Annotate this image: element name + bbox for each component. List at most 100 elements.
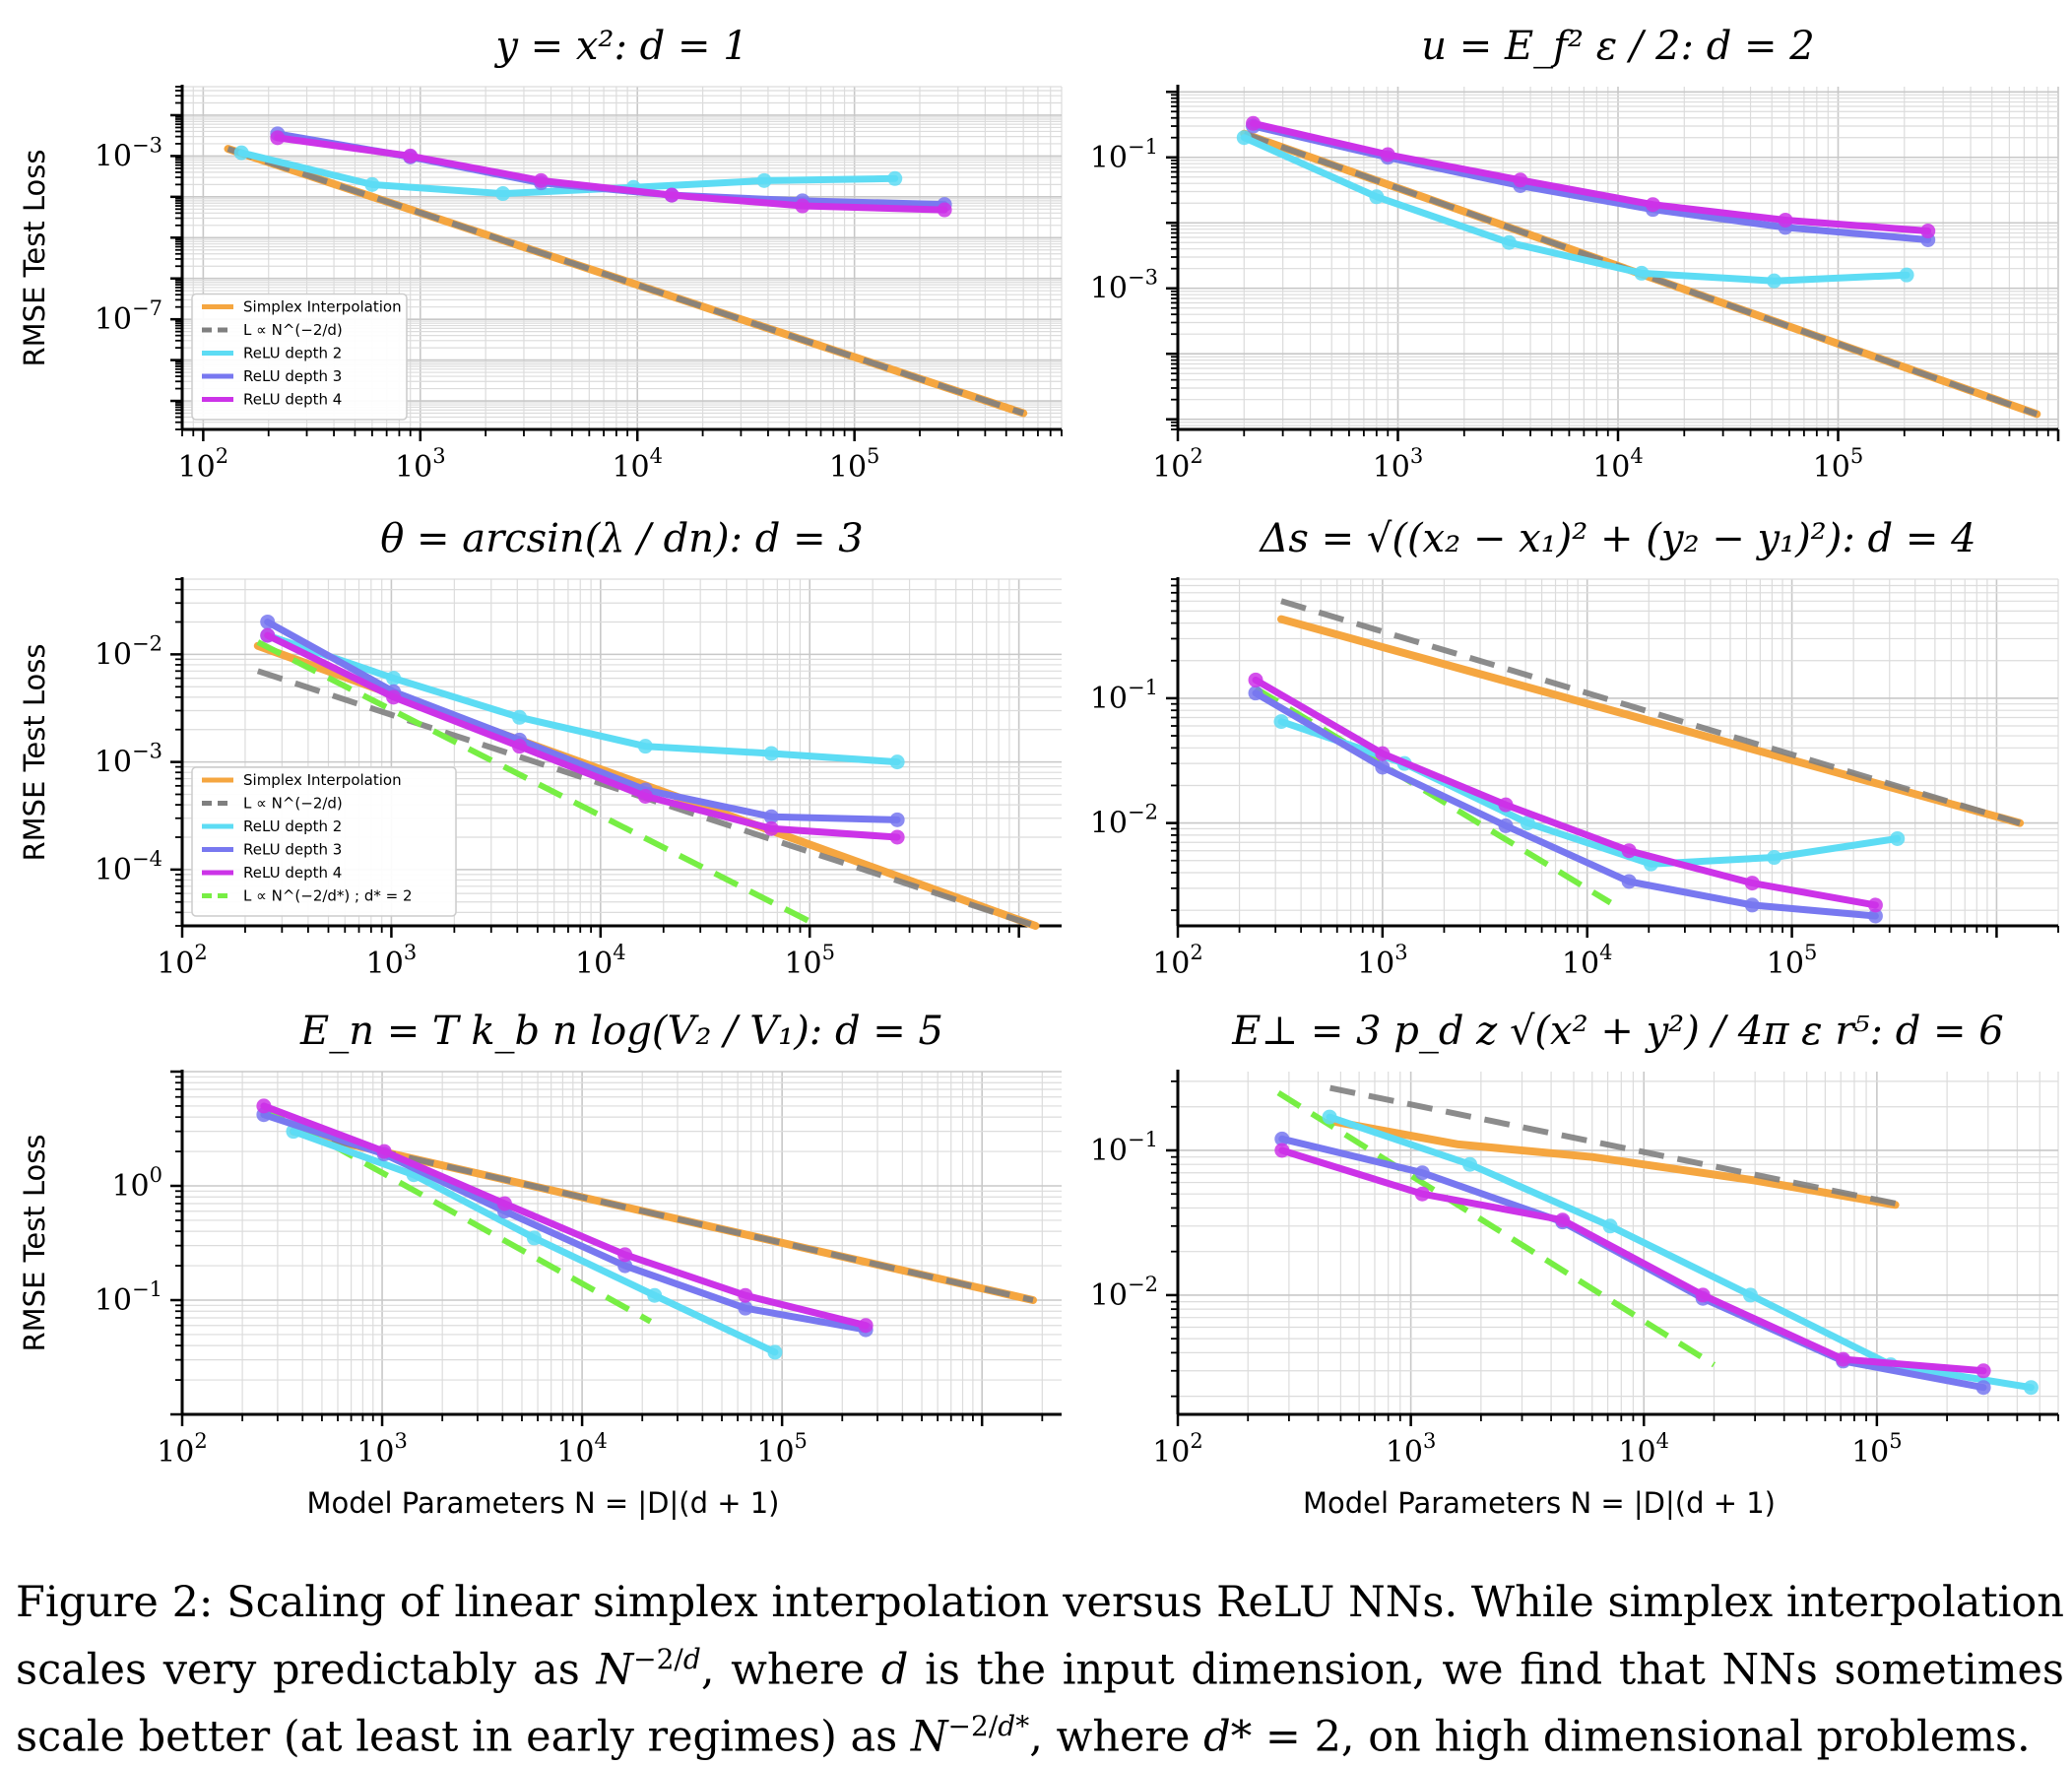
series-line-ref: [1280, 598, 2021, 826]
tick-base: 10: [1618, 1435, 1655, 1470]
tick-base: 10: [829, 450, 867, 485]
tick-base: 10: [95, 746, 132, 780]
tick-base: 10: [157, 1435, 194, 1470]
data-point-relu4: [1744, 876, 1760, 891]
data-point-relu4: [763, 820, 779, 836]
x-tick-label: 103: [1386, 1429, 1437, 1470]
y-tick-label: 10−2: [1090, 801, 1158, 841]
x-tick-label: 102: [157, 941, 208, 981]
data-point-relu4: [270, 130, 286, 146]
x-tick-label: 104: [1562, 941, 1613, 981]
legend-label: ReLU depth 2: [243, 818, 342, 835]
legend-label: ReLU depth 4: [243, 864, 342, 882]
y-tick-label: 10−1: [1090, 676, 1158, 716]
data-point-relu3: [1274, 1131, 1290, 1146]
legend-label: ReLU depth 4: [243, 391, 342, 409]
tick-exponent: −3: [1128, 266, 1158, 290]
data-point-relu3: [1621, 874, 1637, 889]
data-point-relu2: [1520, 816, 1535, 831]
y-axis-label: RMSE Test Loss: [18, 149, 51, 366]
series-line-simplex: [1277, 615, 2025, 827]
tick-exponent: 2: [194, 1429, 207, 1453]
data-point-relu3: [1375, 759, 1391, 775]
series-line-relu3: [1252, 689, 1879, 920]
tick-base: 10: [356, 1435, 394, 1470]
caption-segment: −2/: [947, 1710, 999, 1743]
chart-title: E_n = T k_b n log(V₂ / V₁): d = 5: [299, 1009, 943, 1054]
tick-exponent: 4: [650, 444, 663, 468]
tick-base: 10: [95, 139, 132, 173]
tick-exponent: 4: [613, 941, 625, 964]
x-tick-label: 103: [395, 444, 446, 485]
y-tick-label: 100: [111, 1163, 162, 1204]
data-point-relu2: [763, 746, 779, 761]
tick-exponent: 2: [1190, 1429, 1202, 1453]
tick-exponent: −7: [132, 296, 162, 320]
tick-base: 10: [1152, 947, 1190, 981]
data-point-relu4: [937, 202, 952, 218]
data-point-relu2: [1273, 714, 1289, 730]
tick-base: 10: [366, 947, 404, 981]
data-point-relu4: [1414, 1186, 1430, 1202]
data-point-relu4: [637, 788, 653, 804]
caption-segment: N: [596, 1645, 634, 1695]
grid: [1177, 87, 2059, 430]
data-point-relu2: [495, 186, 511, 202]
tick-exponent: 4: [1630, 444, 1643, 468]
tick-exponent: −2: [132, 631, 162, 655]
tick-base: 10: [95, 302, 132, 337]
x-tick-label: 103: [356, 1429, 408, 1470]
tick-exponent: 3: [1423, 1429, 1436, 1453]
tick-exponent: 4: [1656, 1429, 1669, 1453]
y-tick-label: 10−3: [95, 740, 162, 780]
data-point-relu2: [1767, 273, 1782, 289]
tick-base: 10: [612, 450, 649, 485]
tick-exponent: 5: [867, 444, 879, 468]
data-point-relu4: [376, 1144, 392, 1159]
tick-base: 10: [1090, 682, 1128, 716]
data-point-relu4: [1645, 197, 1660, 213]
data-point-relu4: [1498, 797, 1514, 813]
tick-exponent: −3: [132, 133, 162, 157]
data-point-relu4: [533, 172, 549, 188]
y-tick-label: 10−7: [95, 296, 162, 337]
tick-base: 10: [1090, 272, 1128, 306]
tick-base: 10: [1152, 1435, 1190, 1470]
y-tick-label: 10−3: [1090, 266, 1158, 306]
tick-exponent: 3: [1394, 941, 1407, 964]
chart-title: E⊥ = 3 p_d z √(x² + y²) / 4π ε r⁵: d = 6: [1231, 1009, 2003, 1054]
legend-frame: [191, 293, 408, 421]
tick-base: 10: [1562, 947, 1599, 981]
legend-label: ReLU depth 3: [243, 841, 342, 859]
data-point-relu3: [260, 614, 276, 629]
x-tick-label: 104: [1592, 444, 1644, 485]
data-point-relu2: [1890, 830, 1906, 846]
tick-exponent: 2: [194, 941, 207, 964]
tick-exponent: −4: [132, 847, 162, 871]
data-point-relu3: [1248, 686, 1263, 701]
chart-title: θ = arcsin(λ / dn): d = 3: [380, 516, 864, 561]
x-tick-label: 105: [756, 1429, 808, 1470]
series-line-ref: [227, 146, 1025, 417]
tick-exponent: 2: [1190, 941, 1202, 964]
x-axis-label: Model Parameters N = |D|(d + 1): [1303, 1486, 1776, 1520]
data-point-relu4: [795, 198, 810, 214]
data-point-relu2: [1369, 189, 1385, 205]
tick-base: 10: [95, 1283, 132, 1318]
data-point-relu2: [2023, 1380, 2039, 1396]
data-point-relu4: [889, 829, 905, 845]
data-point-relu4: [1920, 224, 1936, 239]
data-point-relu2: [364, 176, 380, 192]
tick-base: 10: [1090, 1278, 1128, 1313]
data-point-relu4: [1248, 672, 1263, 687]
data-point-relu2: [526, 1230, 542, 1246]
tick-base: 10: [1090, 807, 1128, 841]
legend-label: L ∝ N^(−2/d*) ; d* = 2: [243, 887, 413, 905]
data-point-relu4: [1695, 1287, 1711, 1303]
tick-base: 10: [111, 1169, 149, 1204]
series-line-relu3: [264, 619, 901, 823]
tick-exponent: −1: [132, 1277, 162, 1301]
data-point-relu3: [1975, 1380, 1991, 1396]
